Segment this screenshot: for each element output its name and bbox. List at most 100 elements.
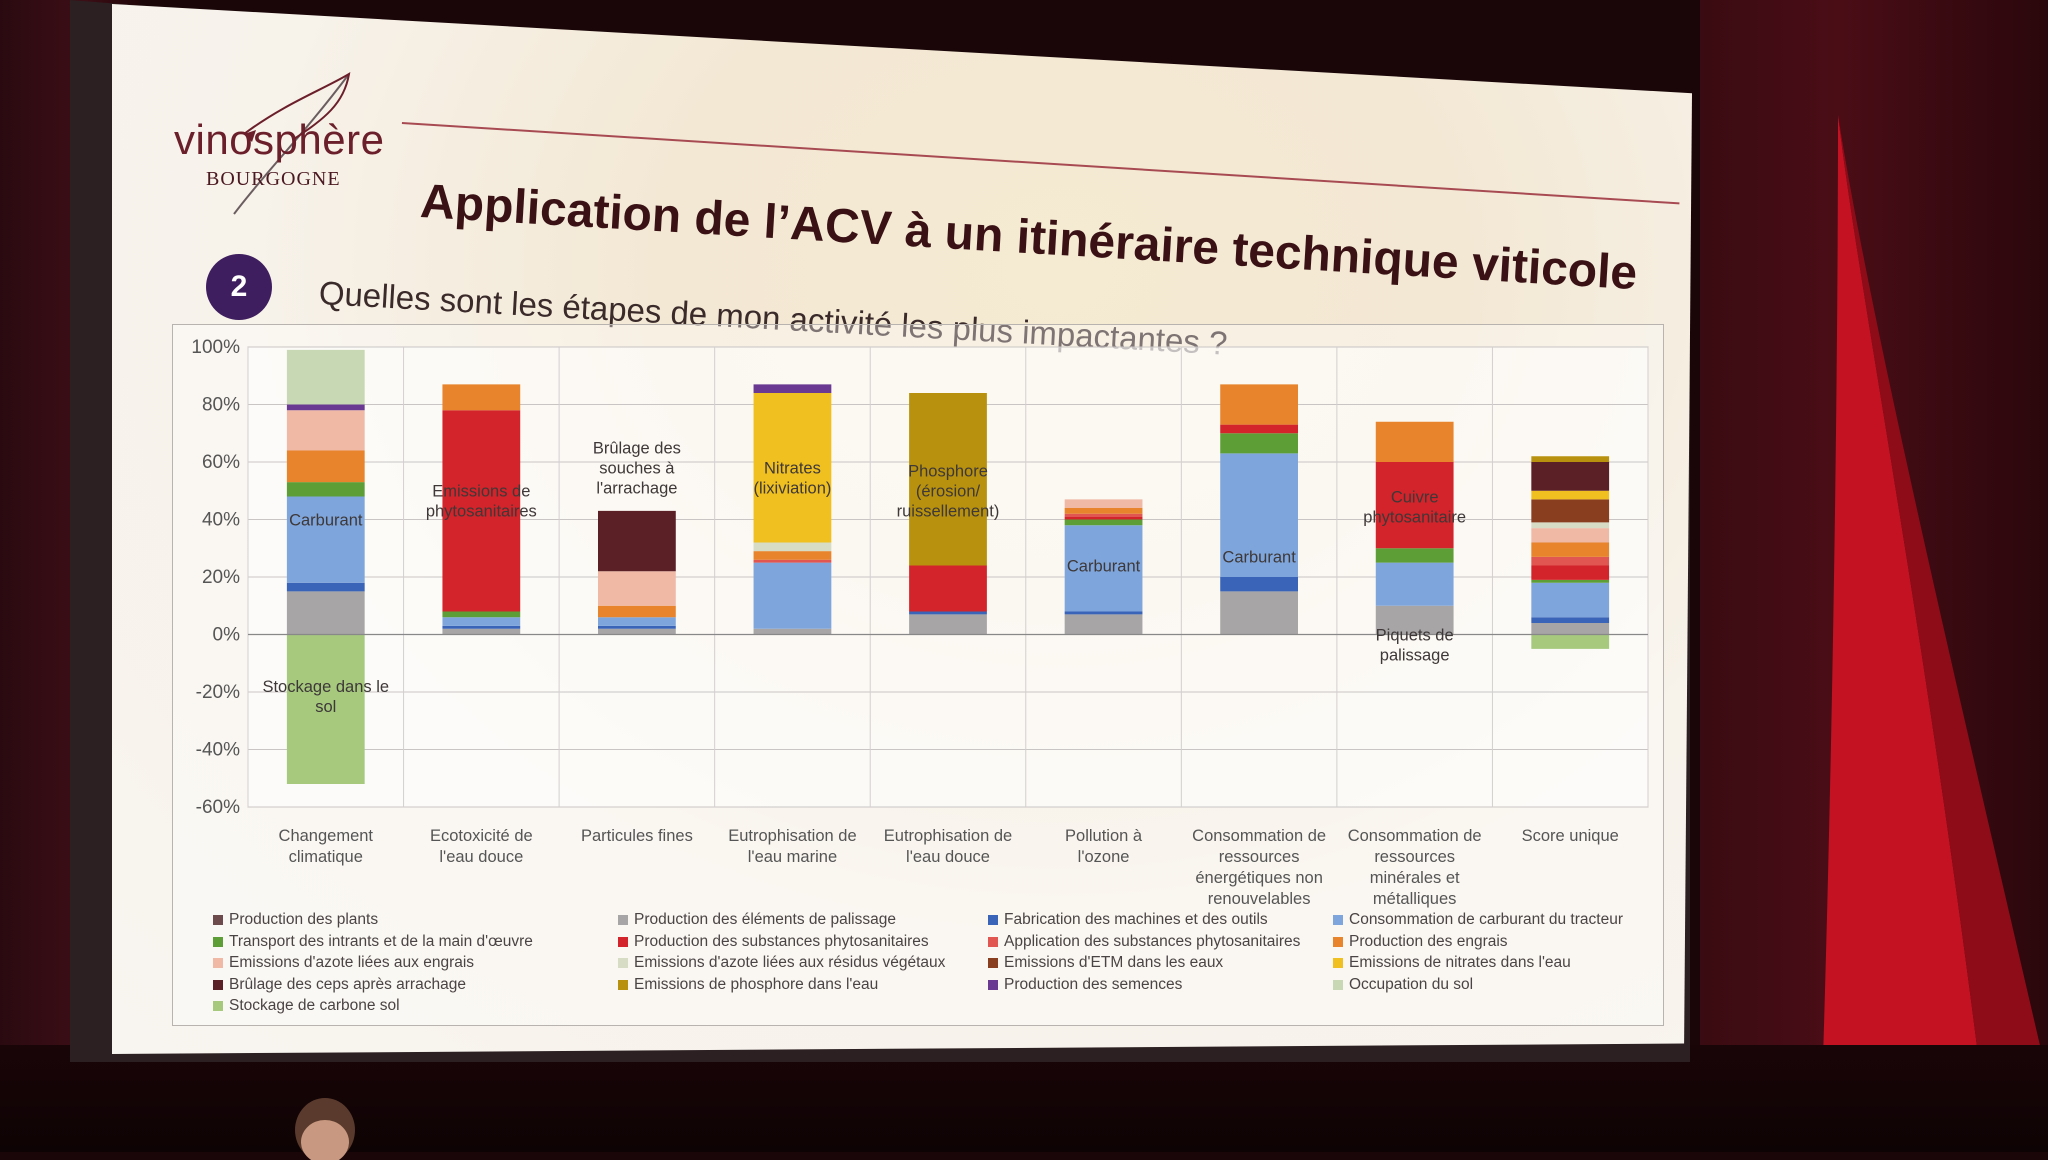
logo-wordmark: vinosphère xyxy=(174,116,385,163)
bar-segment xyxy=(1220,577,1298,592)
bar-segment xyxy=(1531,634,1610,649)
bar-segment xyxy=(753,393,832,543)
bar-annotation: Carburant xyxy=(1067,557,1141,575)
legend-swatch xyxy=(618,979,628,990)
bar-segment xyxy=(1064,525,1143,612)
bar-segment xyxy=(1375,462,1454,549)
bar-annotation: Piquets de palissage xyxy=(1376,626,1454,664)
legend-swatch xyxy=(618,915,628,925)
x-category-label: Particules fines xyxy=(581,827,693,845)
legend-item: Production des plants xyxy=(213,911,378,929)
bar-segment xyxy=(286,482,365,497)
x-category-label: Eutrophisation de l'eau douce xyxy=(884,827,1012,866)
legend-label: Occupation du sol xyxy=(1349,975,1474,993)
bar-segment xyxy=(1220,591,1298,635)
bar-segment xyxy=(1531,499,1610,523)
bar-segment xyxy=(1064,519,1143,526)
x-category-label: Consommation de ressources minérales et mét… xyxy=(1348,827,1482,908)
bar-segment xyxy=(1375,605,1454,635)
bar-segment xyxy=(1064,499,1143,508)
legend-swatch xyxy=(213,958,223,968)
legend-swatch xyxy=(1333,915,1343,925)
bar-annotation: Carburant xyxy=(1222,549,1296,567)
legend-label: Emissions d'azote liées aux engrais xyxy=(229,954,475,971)
bar-segment xyxy=(1064,611,1143,615)
legend-label: Emissions d'azote liées aux résidus végé… xyxy=(634,954,946,971)
legend-swatch xyxy=(988,979,998,990)
x-category-label: Score unique xyxy=(1522,827,1619,845)
legend-swatch xyxy=(1333,958,1343,968)
bar-segment xyxy=(598,617,676,626)
bar-segment xyxy=(909,565,987,612)
bar-segment xyxy=(1531,617,1610,623)
x-category-label: Changement climatique xyxy=(279,827,374,866)
legend-swatch xyxy=(618,958,628,968)
bar-segment xyxy=(1531,462,1610,491)
legend-swatch xyxy=(213,979,223,990)
legend-swatch xyxy=(213,936,223,947)
bar-segment xyxy=(442,384,521,411)
bar-segment xyxy=(1531,556,1610,566)
legend-label: Production des semences xyxy=(1004,975,1183,993)
legend-swatch xyxy=(618,936,628,947)
logo-swoosh-icon xyxy=(233,72,351,215)
legend-label: Emissions d'ETM dans les eaux xyxy=(1004,954,1224,971)
y-tick-label: 40% xyxy=(202,510,240,531)
legend-item: Emissions de nitrates dans l'eau xyxy=(1333,954,1571,972)
y-tick-label: 100% xyxy=(191,337,240,358)
bar-segment xyxy=(1064,513,1143,517)
bar-segment xyxy=(442,617,521,626)
legend-label: Production des engrais xyxy=(1349,932,1508,950)
legend-label: Emissions de phosphore dans l'eau xyxy=(634,975,879,993)
legend-label: Production des substances phytosanitaire… xyxy=(634,932,929,950)
y-tick-label: 80% xyxy=(202,395,240,416)
legend-swatch xyxy=(988,936,998,947)
bar-segment xyxy=(286,634,365,784)
slide-title: Application de l’ACV à un itinéraire tec… xyxy=(418,174,1639,301)
bar-segment xyxy=(286,349,365,405)
bar-segment xyxy=(598,571,676,606)
bar-annotation: Nitrates (lixiviation) xyxy=(753,460,831,498)
bar-segment xyxy=(442,628,521,635)
y-tick-label: -20% xyxy=(196,682,240,703)
legend-item: Application des substances phytosanitair… xyxy=(988,933,1300,951)
bar-segment xyxy=(1375,548,1454,563)
legend-label: Brûlage des ceps après arrachage xyxy=(229,975,466,993)
step-number-badge: 2 xyxy=(206,254,272,320)
legend-label: Application des substances phytosanitair… xyxy=(1004,932,1301,950)
legend-item: Fabrication des machines et des outils xyxy=(988,911,1268,929)
bar-annotation: Brûlage des souches à l'arrachage xyxy=(593,439,681,497)
bar-segment xyxy=(1220,424,1298,434)
y-tick-label: 0% xyxy=(213,625,241,646)
bar-segment xyxy=(1064,508,1143,514)
legend-item: Production des engrais xyxy=(1333,933,1508,951)
legend-swatch xyxy=(988,915,998,925)
bar-segment xyxy=(442,611,521,618)
x-category-label: Ecotoxicité de l'eau douce xyxy=(430,827,533,866)
legend-swatch xyxy=(988,958,998,968)
legend-label: Consommation de carburant du tracteur xyxy=(1349,911,1623,928)
legend-swatch xyxy=(1333,979,1343,990)
bar-segment xyxy=(1220,433,1298,454)
legend-label: Fabrication des machines et des outils xyxy=(1004,911,1268,928)
legend-label: Production des plants xyxy=(229,911,379,928)
x-category-label: Pollution à l'ozone xyxy=(1065,827,1143,866)
legend-item: Production des substances phytosanitaire… xyxy=(618,933,929,951)
bar-segment xyxy=(1531,579,1610,583)
bar-segment xyxy=(909,611,987,615)
legend-swatch xyxy=(213,1001,223,1011)
vinosphere-logo: vinosphère BOURGOGNE xyxy=(174,64,414,224)
bar-segment xyxy=(1531,522,1610,529)
bar-segment xyxy=(1531,565,1610,580)
legend-label: Production des éléments de palissage xyxy=(634,911,896,928)
legend-item: Occupation du sol xyxy=(1333,976,1473,994)
stage-curtain-right xyxy=(1700,0,2048,1152)
bar-segment xyxy=(598,510,676,572)
y-tick-label: 60% xyxy=(202,452,240,473)
bar-segment xyxy=(753,384,832,393)
bar-segment xyxy=(286,410,365,451)
y-tick-label: -40% xyxy=(196,740,240,761)
bar-segment xyxy=(1531,582,1610,618)
bar-segment xyxy=(1531,528,1610,543)
stacked-bar-chart: 100% 80% 60% 40% 20% 0% -20% -40% -60% Changement… xyxy=(172,324,1664,1026)
